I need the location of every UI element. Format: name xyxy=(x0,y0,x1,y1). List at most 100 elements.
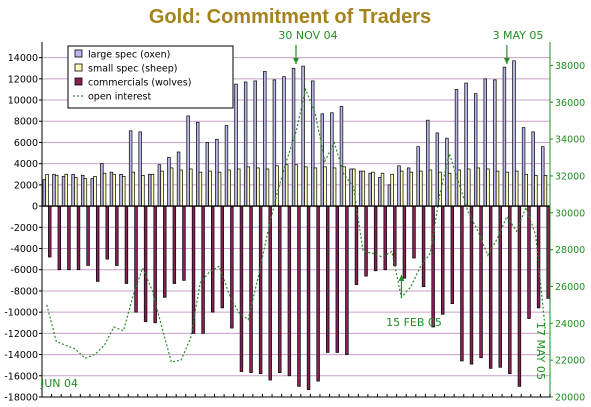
bar-large-spec xyxy=(445,137,449,207)
bar-large-spec xyxy=(128,130,133,207)
bar-small-spec xyxy=(419,170,423,207)
left-tick-label: -6000 xyxy=(10,265,38,276)
bar-commercials xyxy=(527,205,531,319)
left-tick-label: -18000 xyxy=(4,393,38,404)
legend: large spec (oxen) small spec (sheep) comme… xyxy=(67,45,234,109)
bar-commercials xyxy=(364,205,368,277)
bar-large-spec xyxy=(426,119,430,207)
legend-label: large spec (oxen) xyxy=(88,50,170,61)
annotation-arrow-head xyxy=(503,58,510,64)
right-tick-label: 30000 xyxy=(555,208,585,219)
bar-small-spec xyxy=(447,172,452,207)
bar-commercials xyxy=(383,205,387,271)
bar-small-spec xyxy=(294,164,298,207)
bar-large-spec xyxy=(272,79,277,207)
bar-large-spec xyxy=(493,79,497,207)
bar-large-spec xyxy=(80,174,85,207)
bar-commercials xyxy=(460,205,464,362)
right-tick-label: 20000 xyxy=(555,393,585,404)
bar-small-spec xyxy=(284,164,289,207)
annotation-may: 3 MAY 05 xyxy=(493,29,544,42)
bar-small-spec xyxy=(332,167,337,207)
bar-commercials xyxy=(287,205,292,377)
bar-commercials xyxy=(76,205,81,271)
left-tick-label: -12000 xyxy=(4,329,38,340)
bar-small-spec xyxy=(64,173,68,207)
bar-small-spec xyxy=(409,171,413,207)
bar-small-spec xyxy=(237,168,241,207)
bar-large-spec xyxy=(176,151,181,207)
bar-commercials xyxy=(421,205,426,288)
bar-commercials xyxy=(278,205,282,373)
bar-small-spec xyxy=(160,170,164,207)
bar-small-spec xyxy=(380,172,385,207)
bar-large-spec xyxy=(397,165,401,207)
bar-small-spec xyxy=(112,173,116,207)
bar-large-spec xyxy=(473,93,478,207)
bar-small-spec xyxy=(476,167,481,207)
left-tick-label: 14000 xyxy=(8,53,38,64)
bar-large-spec xyxy=(358,170,363,207)
bars xyxy=(42,60,550,390)
bar-small-spec xyxy=(93,176,97,207)
bar-small-spec xyxy=(534,174,538,207)
bar-commercials xyxy=(354,205,359,285)
left-tick-label: 0 xyxy=(32,202,38,213)
bar-small-spec xyxy=(323,166,327,207)
bar-commercials xyxy=(172,205,177,284)
bar-commercials xyxy=(124,205,129,284)
bar-small-spec xyxy=(428,169,433,207)
bar-small-spec xyxy=(54,174,59,207)
left-tick-label: -2000 xyxy=(10,223,38,234)
bar-large-spec xyxy=(483,78,487,207)
bar-large-spec xyxy=(61,176,66,207)
bar-commercials xyxy=(86,205,90,266)
bar-small-spec xyxy=(486,168,490,207)
bar-commercials xyxy=(306,205,311,390)
left-tick-label: -4000 xyxy=(10,244,38,255)
bar-large-spec xyxy=(100,163,104,207)
bar-commercials xyxy=(412,205,416,259)
bar-commercials xyxy=(105,205,109,260)
axes: -18000 -16000 -14000 -12000 -10000 -8000 -6000… xyxy=(4,42,585,404)
bar-small-spec xyxy=(505,171,509,207)
bar-commercials xyxy=(143,205,148,323)
bar-small-spec xyxy=(524,173,528,207)
bar-large-spec xyxy=(186,115,190,207)
bar-small-spec xyxy=(265,168,270,207)
bar-small-spec xyxy=(495,170,500,207)
bar-small-spec xyxy=(150,173,155,207)
legend-swatch xyxy=(74,77,83,86)
legend-label: open interest xyxy=(88,92,151,103)
bar-large-spec xyxy=(243,81,248,207)
bar-small-spec xyxy=(313,167,318,207)
bar-commercials xyxy=(67,205,71,271)
left-tick-label: 12000 xyxy=(8,74,38,85)
bar-large-spec xyxy=(416,146,420,207)
bar-commercials xyxy=(508,205,512,375)
annotation-arrow-head xyxy=(398,275,405,281)
bar-small-spec xyxy=(543,174,548,207)
bar-large-spec xyxy=(157,164,162,207)
left-tick-label: 2000 xyxy=(14,180,38,191)
bar-large-spec xyxy=(52,173,56,207)
bar-commercials xyxy=(450,205,455,305)
left-tick-label: 8000 xyxy=(14,117,38,128)
annotation-jun: JUN 04 xyxy=(40,377,78,390)
annotation-arrow-head xyxy=(293,58,299,64)
bar-commercials xyxy=(488,205,493,369)
bar-small-spec xyxy=(131,171,136,207)
left-tick-label: 6000 xyxy=(14,138,38,149)
right-tick-label: 32000 xyxy=(555,171,585,182)
left-tick-label: 10000 xyxy=(8,96,38,107)
bar-large-spec xyxy=(301,65,305,207)
bar-small-spec xyxy=(189,168,193,207)
bar-large-spec xyxy=(464,82,468,207)
right-tick-label: 34000 xyxy=(555,135,585,146)
bar-commercials xyxy=(546,205,550,299)
bar-small-spec xyxy=(304,166,308,207)
bar-small-spec xyxy=(45,173,49,207)
bar-commercials xyxy=(393,205,397,266)
bar-large-spec xyxy=(378,177,382,207)
bar-large-spec xyxy=(368,172,372,207)
